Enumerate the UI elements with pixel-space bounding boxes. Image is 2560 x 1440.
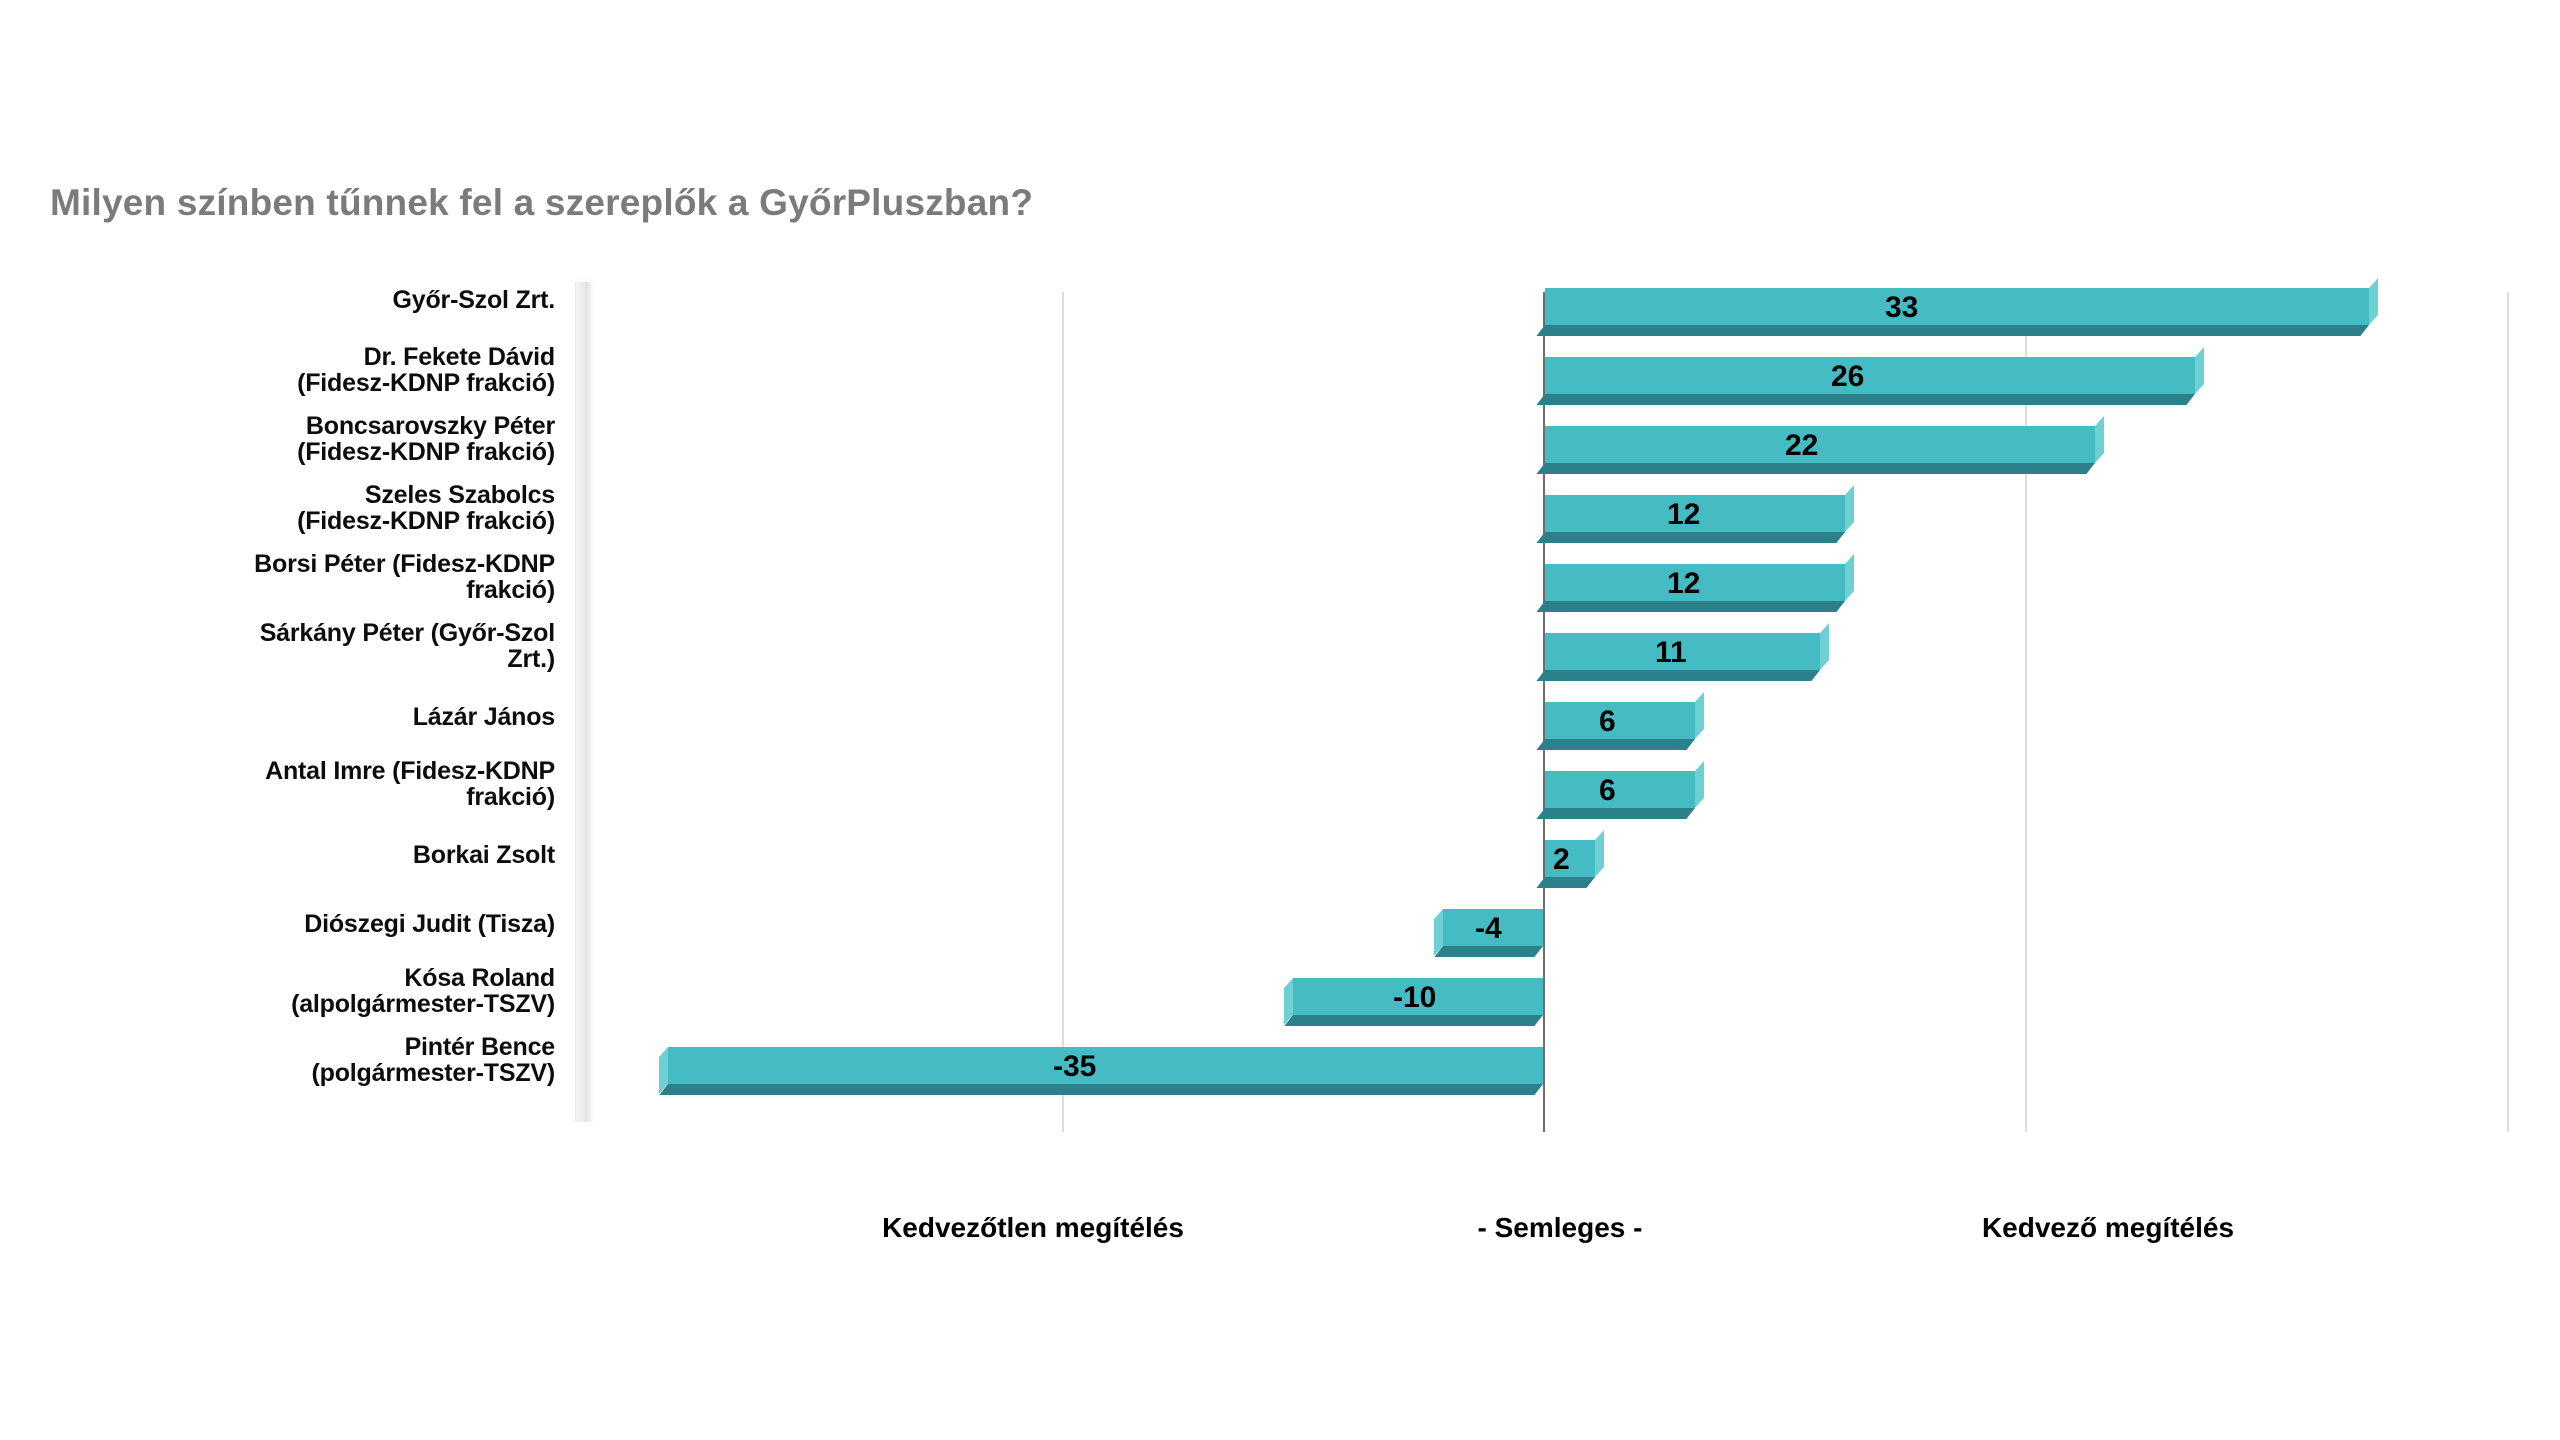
category-label-boncsarovszky-peter: Boncsarovszky Péter (Fidesz-KDNP frakció): [297, 412, 555, 466]
bar-bottom-shadow: [1536, 532, 1845, 543]
bar-value-label: -4: [1475, 912, 1502, 945]
bar-side-face: [2095, 416, 2104, 463]
bar-bottom-shadow: [1536, 463, 2095, 474]
bar-face: [1545, 495, 1845, 532]
bar-szeles-szabolcs[interactable]: 12: [1536, 485, 1854, 543]
axis-caption-unfavorable: Kedvezőtlen megítélés: [882, 1212, 1184, 1243]
bar-bottom-shadow: [1536, 739, 1695, 750]
bar-gyor-szol-zrt[interactable]: 33: [1536, 278, 2378, 336]
bar-face: [1293, 978, 1543, 1015]
bar-bottom-shadow: [1536, 325, 2369, 336]
axis-caption-neutral: - Semleges -: [1477, 1212, 1643, 1243]
bar-side-face: [2195, 347, 2204, 394]
bar-side-face: [1845, 485, 1854, 532]
bar-borsi-peter[interactable]: 12: [1536, 554, 1854, 612]
bar-bottom-shadow: [1284, 1015, 1543, 1026]
bar-face: [1545, 357, 2195, 394]
category-label-dioszegi-judit: Diószegi Judit (Tisza): [304, 910, 555, 938]
axis-caption-favorable: Kedvező megítélés: [1981, 1212, 2235, 1243]
page-title: Milyen színben tűnnek fel a szereplők a …: [50, 182, 1034, 223]
bar-side-face: [1695, 692, 1704, 739]
bar-bottom-shadow: [1536, 877, 1595, 888]
bar-dioszegi-judit[interactable]: -4: [1434, 909, 1543, 957]
bar-value-label: 12: [1667, 567, 1701, 600]
bar-bottom-shadow: [1536, 601, 1845, 612]
bar-fekete-david[interactable]: 26: [1536, 347, 2204, 405]
bar-face: [1545, 426, 2095, 463]
gridline-positive-40: [2507, 292, 2509, 1132]
bar-value-label: 33: [1885, 291, 1919, 324]
category-label-sarkany-peter: Sárkány Péter (Győr-Szol Zrt.): [259, 619, 556, 673]
gridline-zero-axis: [1543, 292, 1545, 1132]
bar-value-label: 6: [1599, 774, 1616, 807]
bar-value-label: 11: [1655, 636, 1687, 669]
bar-face: [1545, 771, 1695, 808]
bar-face: [1545, 288, 2369, 325]
bar-value-label: 2: [1553, 843, 1570, 876]
gridline-negative-20: [1062, 292, 1064, 1132]
category-label-gyor-szol-zrt: Győr-Szol Zrt.: [392, 286, 556, 314]
bar-borkai-zsolt[interactable]: 2: [1536, 830, 1604, 888]
bar-side-face: [2369, 278, 2378, 325]
bar-face: [1545, 702, 1695, 739]
bar-face: [1545, 633, 1820, 670]
bar-pinter-bence[interactable]: -35: [659, 1047, 1543, 1095]
bar-value-label: 6: [1599, 705, 1616, 738]
bar-side-face: [1595, 830, 1604, 877]
bar-side-face: [1695, 761, 1704, 808]
category-label-antal-imre: Antal Imre (Fidesz-KDNP frakció): [265, 757, 555, 811]
category-label-borkai-zsolt: Borkai Zsolt: [412, 841, 555, 869]
bar-lazar-janos[interactable]: 6: [1536, 692, 1704, 750]
bar-side-face: [1845, 554, 1854, 601]
bar-sarkany-peter[interactable]: 11: [1536, 623, 1829, 681]
bar-value-label: 22: [1785, 429, 1819, 462]
category-label-borsi-peter: Borsi Péter (Fidesz-KDNP frakció): [254, 550, 555, 604]
bar-bottom-shadow: [1536, 808, 1695, 819]
category-label-pinter-bence: Pintér Bence (polgármester-TSZV): [311, 1033, 556, 1087]
bar-kosa-roland[interactable]: -10: [1284, 978, 1543, 1026]
bar-face: [1443, 909, 1543, 946]
bar-value-label: -35: [1053, 1050, 1097, 1083]
category-label-kosa-roland: Kósa Roland (alpolgármester-TSZV): [291, 964, 555, 1018]
bar-value-label: 12: [1667, 498, 1701, 531]
bar-face: [1545, 840, 1595, 877]
bar-value-label: 26: [1831, 360, 1865, 393]
bar-antal-imre[interactable]: 6: [1536, 761, 1704, 819]
bar-bottom-shadow: [659, 1084, 1543, 1095]
bar-side-face: [1820, 623, 1829, 670]
bar-value-label: -10: [1393, 981, 1437, 1014]
gridline-positive-20: [2025, 292, 2027, 1132]
bar-face: [668, 1047, 1543, 1084]
bar-bottom-shadow: [1536, 670, 1820, 681]
bar-face: [1545, 564, 1845, 601]
bar-bottom-shadow: [1536, 394, 2195, 405]
bar-bottom-shadow: [1434, 946, 1543, 957]
bar-boncsarovszky-peter[interactable]: 22: [1536, 416, 2104, 474]
category-label-szeles-szabolcs: Szeles Szabolcs (Fidesz-KDNP frakció): [297, 481, 555, 535]
category-label-lazar-janos: Lázár János: [412, 703, 556, 731]
plot-left-wall: [575, 282, 593, 1122]
category-label-fekete-david: Dr. Fekete Dávid (Fidesz-KDNP frakció): [297, 343, 555, 397]
